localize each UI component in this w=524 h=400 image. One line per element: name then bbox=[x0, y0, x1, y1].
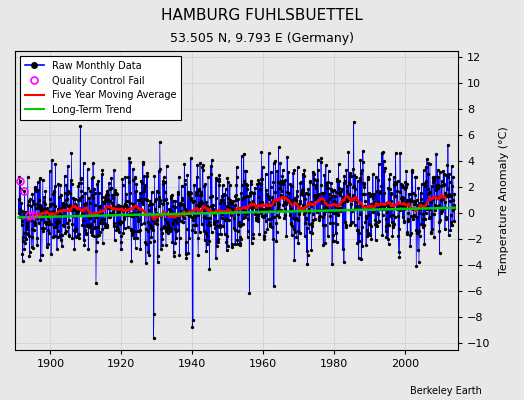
Text: Berkeley Earth: Berkeley Earth bbox=[410, 386, 482, 396]
Text: 53.505 N, 9.793 E (Germany): 53.505 N, 9.793 E (Germany) bbox=[170, 32, 354, 45]
Y-axis label: Temperature Anomaly (°C): Temperature Anomaly (°C) bbox=[499, 126, 509, 275]
Legend: Raw Monthly Data, Quality Control Fail, Five Year Moving Average, Long-Term Tren: Raw Monthly Data, Quality Control Fail, … bbox=[20, 56, 181, 120]
Text: HAMBURG FUHLSBUETTEL: HAMBURG FUHLSBUETTEL bbox=[161, 8, 363, 23]
